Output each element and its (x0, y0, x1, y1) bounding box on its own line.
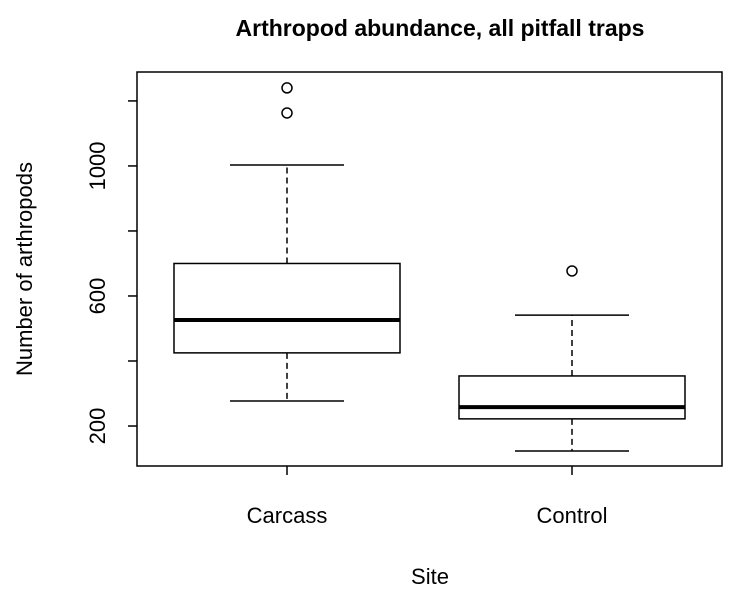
y-tick-label: 200 (85, 408, 110, 445)
outlier (566, 265, 578, 277)
plot-frame (136, 71, 723, 467)
x-axis-label: Site (411, 564, 449, 589)
x-tick-label: Control (537, 503, 608, 528)
y-tick-label: 1000 (85, 141, 110, 190)
chart-title: Arthropod abundance, all pitfall traps (236, 15, 645, 41)
outlier (281, 107, 293, 119)
y-axis-label: Number of arthropods (12, 162, 37, 376)
box (458, 375, 686, 420)
x-tick-label: Carcass (247, 503, 328, 528)
y-tick-label: 600 (85, 278, 110, 315)
outlier (281, 82, 293, 94)
box (173, 262, 401, 354)
